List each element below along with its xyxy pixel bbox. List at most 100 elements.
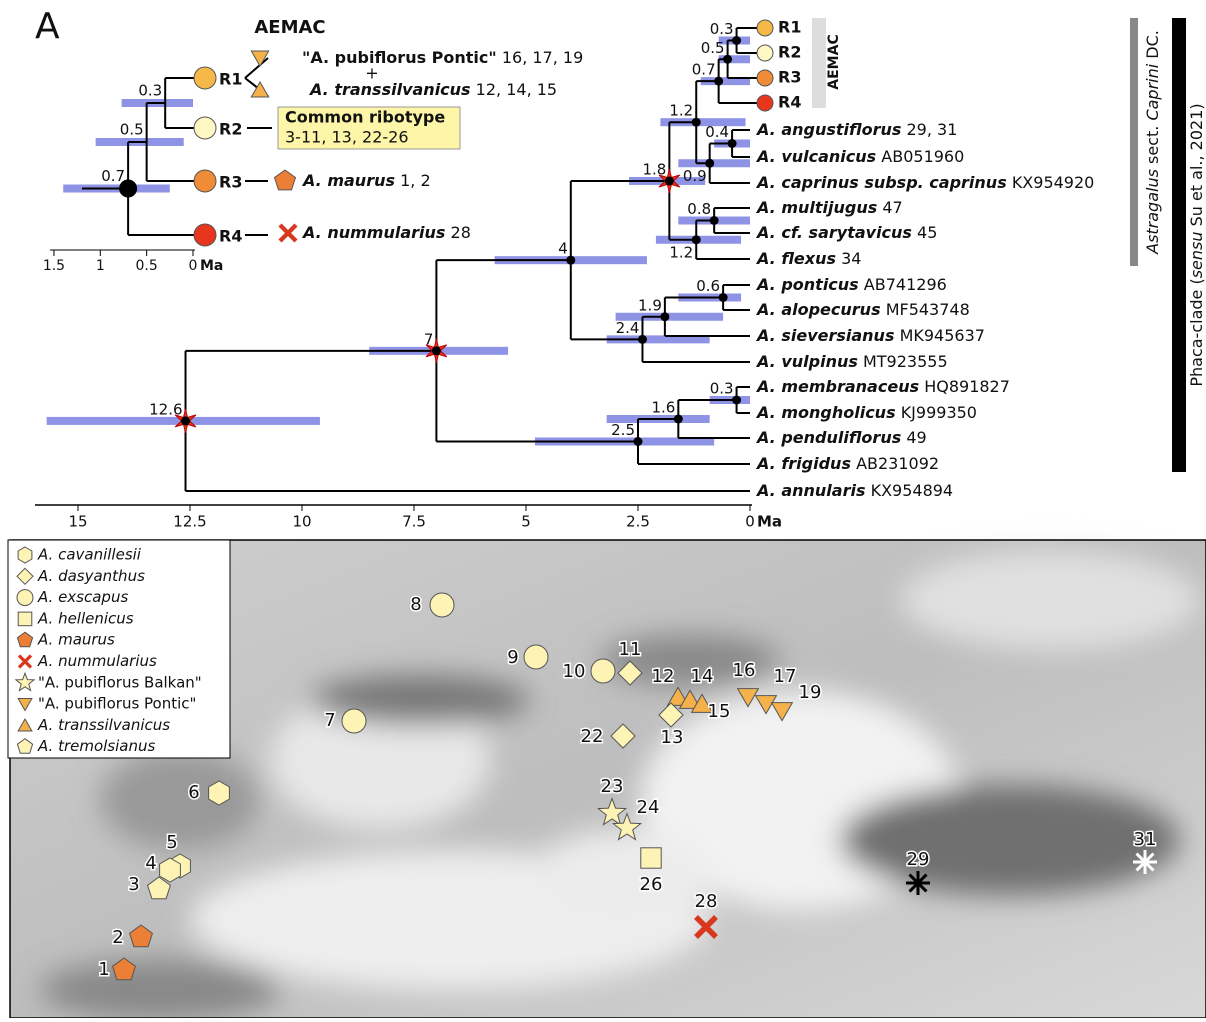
label-part: Su et al., 2021) <box>1187 103 1206 231</box>
node-age: 7 <box>424 330 434 348</box>
note-sites: 28 <box>451 223 471 242</box>
site-label: 3 <box>128 874 139 895</box>
clade-label: AEMAC <box>826 34 842 89</box>
note-name: "A. pubiflorus Pontic" <box>302 48 497 67</box>
legend-label: A. nummularius <box>37 652 157 670</box>
site-label: 1 <box>98 959 109 980</box>
taxon-name: A. frigidus <box>755 454 851 473</box>
label-part: Caprini <box>1143 63 1162 120</box>
label-part: DC. <box>1143 30 1162 64</box>
site-label: 28 <box>695 891 718 912</box>
site-marker <box>1133 850 1157 874</box>
legend-label: A. dasyanthus <box>37 567 145 585</box>
taxon-name: A. alopecurus <box>755 300 881 319</box>
inset-notes: "A. pubiflorus Pontic" 16, 17, 19 + A. t… <box>245 48 583 242</box>
site-label: 4 <box>145 853 156 874</box>
site-marker <box>342 709 366 733</box>
tip-marker <box>757 95 773 111</box>
tick-label: 12.5 <box>173 513 206 531</box>
note-sites: 16, 17, 19 <box>502 48 583 67</box>
tip-marker <box>757 20 773 36</box>
tip-label: A. sieversianus MK945637 <box>755 326 985 345</box>
tip-label: A. annularis KX954894 <box>755 481 953 500</box>
tip-label: A. vulpinus MT923555 <box>755 352 948 371</box>
accession: 34 <box>841 249 861 268</box>
tip-label: R2 <box>219 120 242 139</box>
tick-label: 1.5 <box>43 258 65 274</box>
note: "A. pubiflorus Pontic" 16, 17, 19 <box>302 48 583 67</box>
note: A. maurus 1, 2 <box>301 171 431 190</box>
site-label: 11 <box>619 639 642 660</box>
clade-label: Astragalus sect. Caprini DC. <box>1143 30 1162 255</box>
node-age: 2.5 <box>611 421 635 439</box>
tip-marker <box>757 45 773 61</box>
note-name: A. nummularius <box>301 223 445 242</box>
note-symbol <box>275 170 296 190</box>
taxon-name: A. ponticus <box>755 275 859 294</box>
note: A. transsilvanicus 12, 14, 15 <box>308 80 557 99</box>
clade-bar <box>812 18 826 108</box>
site-label: 29 <box>907 849 930 870</box>
legend-label: A. hellenicus <box>37 609 134 627</box>
accession: HQ891827 <box>924 377 1010 396</box>
tip-label: R2 <box>778 43 801 62</box>
taxon-name: A. vulcanicus <box>755 147 876 166</box>
clade-bar <box>1172 18 1186 472</box>
legend-symbol <box>17 590 33 606</box>
note-sites: 1, 2 <box>400 171 431 190</box>
site-label: 26 <box>640 874 663 895</box>
site-label: 16 <box>733 660 756 681</box>
node-age: 0.8 <box>687 200 711 218</box>
tip-label: A. frigidus AB231092 <box>755 454 939 473</box>
tick-label: 2.5 <box>626 513 650 531</box>
note: 3-11, 13, 22-26 <box>285 128 409 147</box>
clade-label: Phaca-clade (sensu Su et al., 2021) <box>1187 103 1206 386</box>
clade-bar <box>1130 18 1138 266</box>
node-age: 0.9 <box>683 167 707 185</box>
note: A. nummularius 28 <box>301 223 471 242</box>
taxon-name: A. mongholicus <box>755 403 896 422</box>
tip-label: A. caprinus subsp. caprinus KX954920 <box>755 173 1094 192</box>
node-age: 0.7 <box>101 167 125 185</box>
node-age: 0.5 <box>701 39 725 57</box>
tip-label: R3 <box>219 173 242 192</box>
tip-marker <box>194 170 216 192</box>
taxon-name: A. vulpinus <box>755 352 858 371</box>
site-label: 22 <box>581 726 604 747</box>
site-marker <box>591 659 615 683</box>
tip-marker <box>757 70 773 86</box>
site-label: 31 <box>1134 829 1157 850</box>
node-marker <box>119 180 137 198</box>
tip-label: A. membranaceus HQ891827 <box>755 377 1010 396</box>
site-label: 12 <box>652 666 675 687</box>
node-age: 0.6 <box>696 277 720 295</box>
tip-label: A. cf. sarytavicus 45 <box>755 223 937 242</box>
panel-label: A <box>35 6 60 47</box>
accession: 49 <box>906 428 926 447</box>
tip-label: A. ponticus AB741296 <box>755 275 947 294</box>
accession: KJ999350 <box>901 403 977 422</box>
node-age: 2.4 <box>616 319 640 337</box>
taxon-name: A. membranaceus <box>755 377 919 396</box>
tick-label: 5 <box>521 513 531 531</box>
accession: MT923555 <box>863 352 948 371</box>
site-label: 7 <box>324 710 335 731</box>
site-label: 15 <box>708 701 731 722</box>
tip-label: R1 <box>219 70 242 89</box>
tick-label: 10 <box>292 513 311 531</box>
legend-label: "A. pubiflorus Balkan" <box>38 673 202 691</box>
accession: MK945637 <box>900 326 985 345</box>
node-age: 0.3 <box>138 82 162 100</box>
taxon-name: A. angustiflorus <box>755 120 901 139</box>
tick-label: 0 <box>189 258 198 274</box>
tip-label: R4 <box>778 93 801 112</box>
site-label: 23 <box>601 776 624 797</box>
accession: AB741296 <box>864 275 947 294</box>
accession: 47 <box>882 198 902 217</box>
taxon-name: A. multijugus <box>755 198 877 217</box>
site-marker <box>524 645 548 669</box>
tip-label: A. angustiflorus 29, 31 <box>755 120 957 139</box>
site-label: 5 <box>166 832 177 853</box>
accession: KX954920 <box>1012 173 1095 192</box>
tip-marker <box>194 117 216 139</box>
